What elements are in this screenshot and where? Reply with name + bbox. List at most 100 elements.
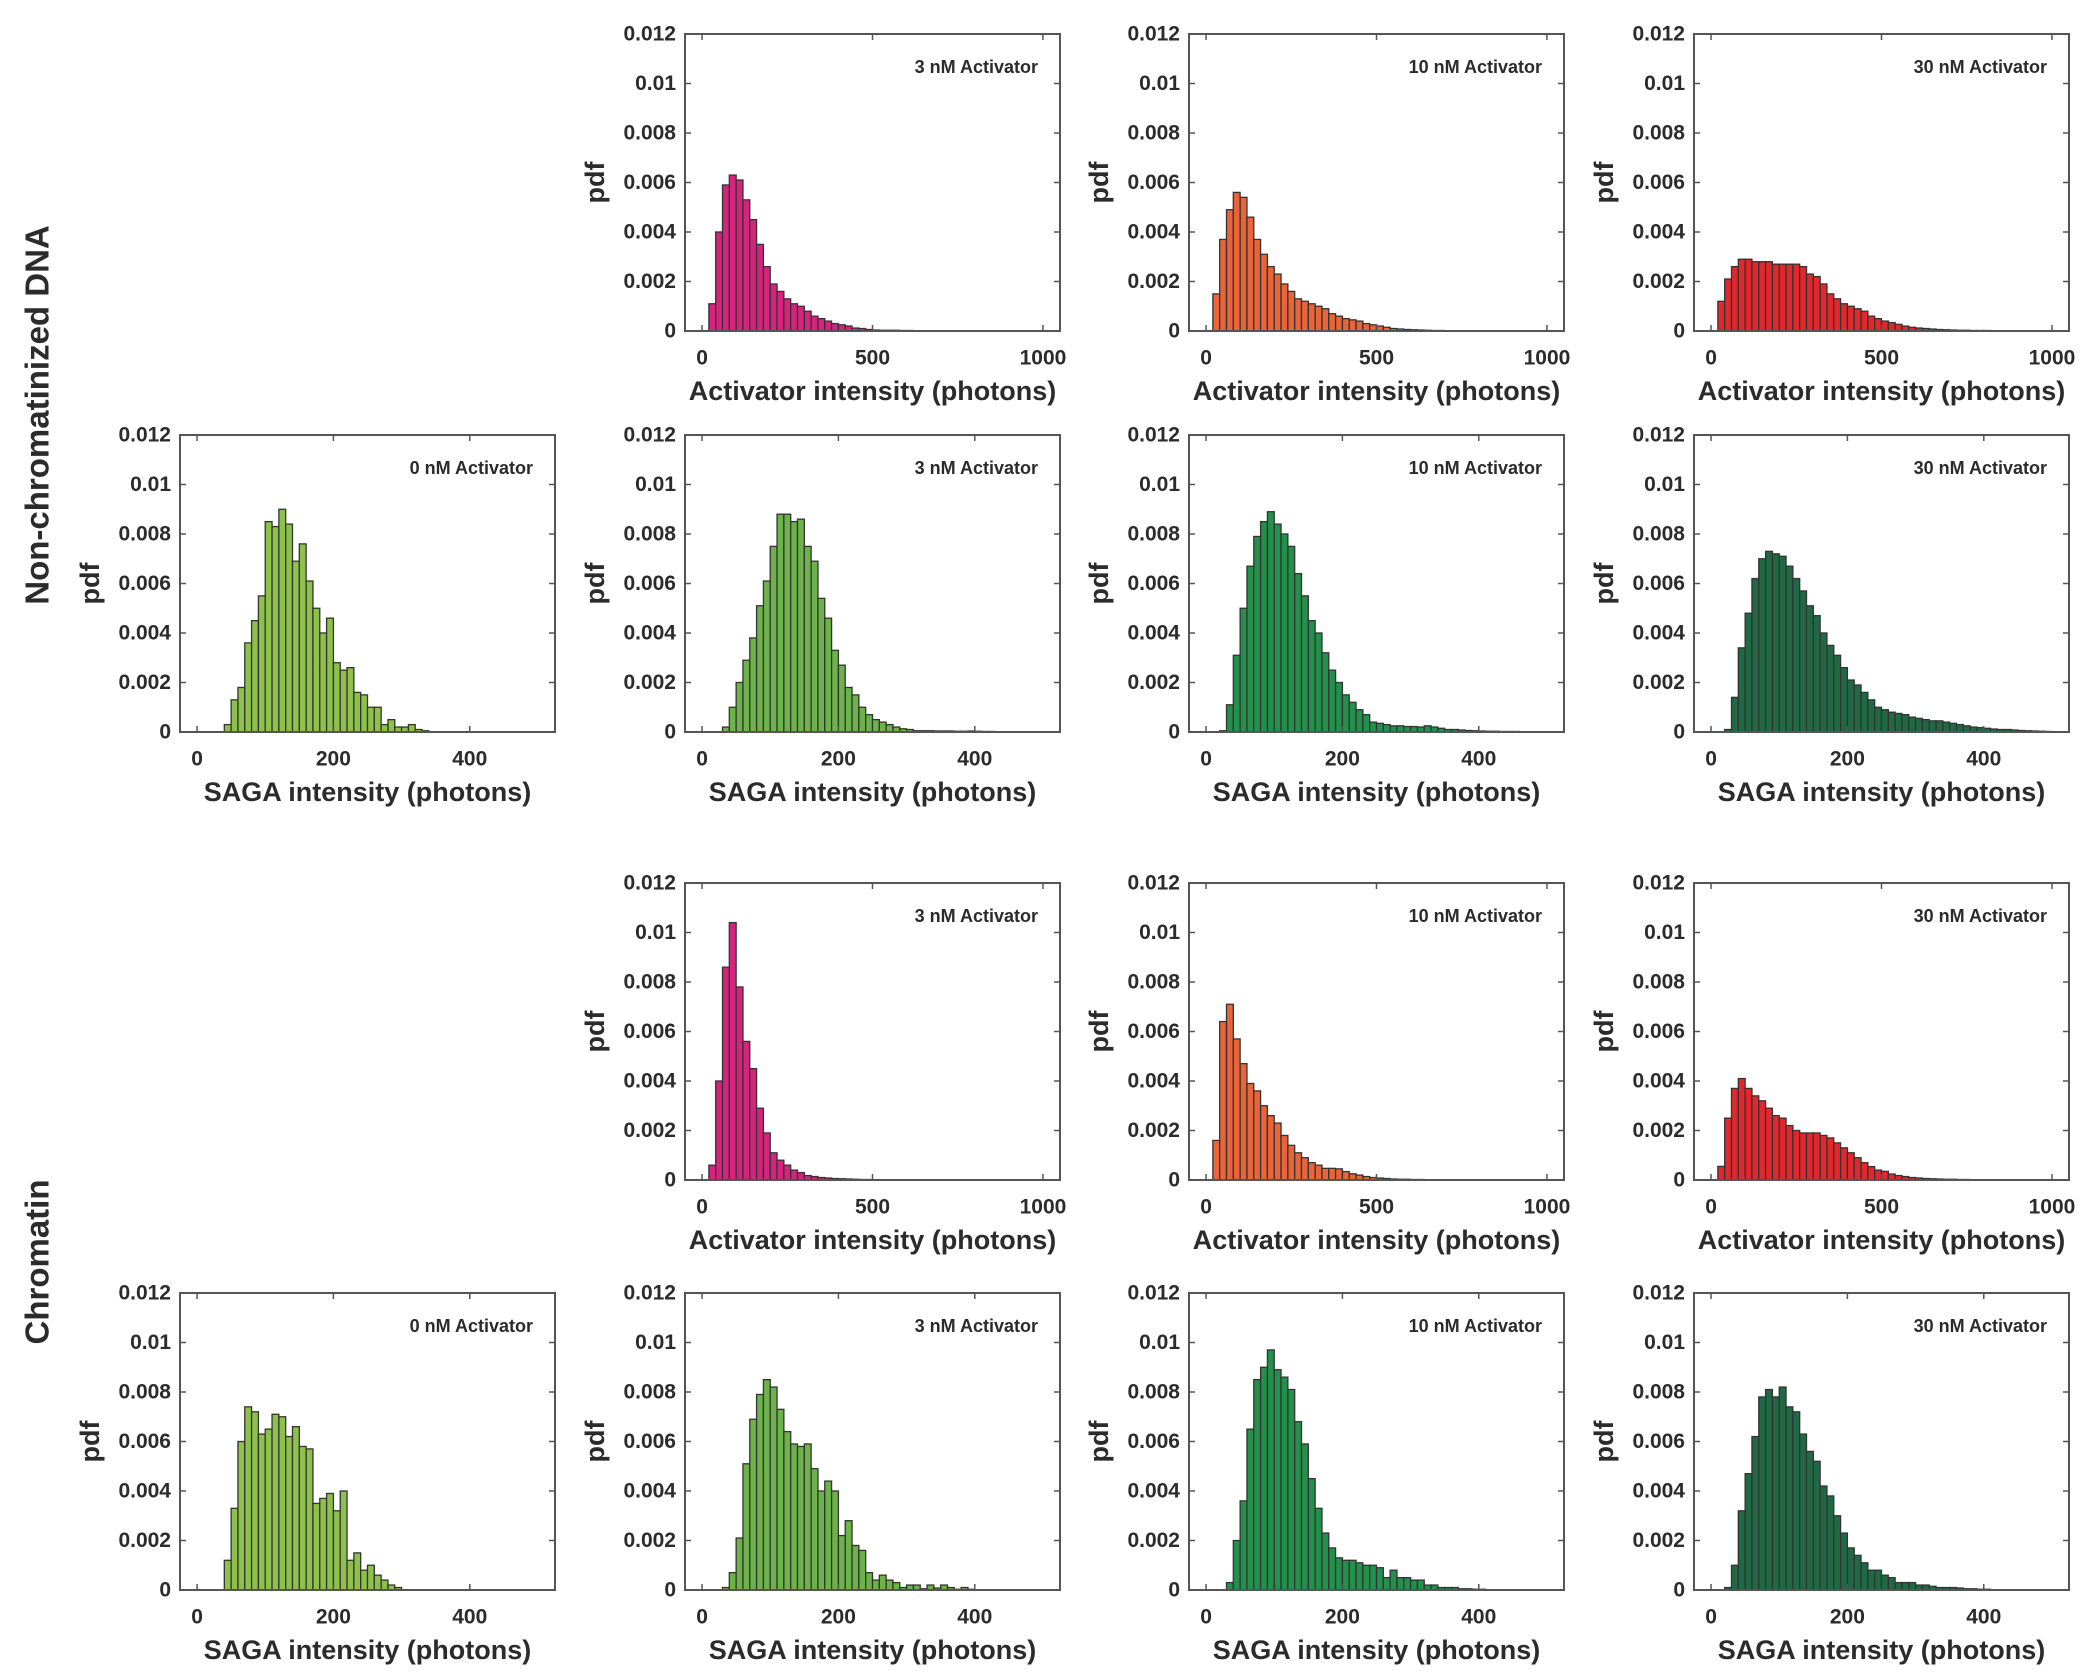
histogram-bar — [728, 174, 737, 332]
y-tick-label: 0.002 — [118, 671, 171, 694]
histogram-bar — [1253, 1378, 1262, 1591]
histogram-bar — [373, 706, 382, 733]
histogram-bar — [1758, 1100, 1767, 1181]
panel-annotation: 3 nM Activator — [915, 1316, 1038, 1336]
y-tick-label: 0.01 — [1644, 72, 1685, 95]
x-tick-label: 1000 — [1524, 347, 1571, 370]
histogram-bar — [844, 1520, 853, 1591]
y-tick-label: 0.008 — [1127, 523, 1180, 546]
histogram-bar — [1334, 1168, 1344, 1181]
x-axis-label: Activator intensity (photons) — [689, 376, 1057, 406]
y-tick-label: 0.01 — [130, 473, 171, 496]
histogram-bar — [776, 513, 785, 733]
y-tick-label: 0.008 — [118, 523, 171, 546]
histogram-bar — [380, 1579, 389, 1591]
x-axis-label: Activator intensity (photons) — [1193, 376, 1561, 406]
y-tick-label: 0.002 — [1127, 1119, 1180, 1142]
histogram-bar — [1225, 1003, 1234, 1181]
y-tick-label: 0.01 — [1644, 921, 1685, 944]
histogram-bar — [1334, 681, 1344, 733]
histogram-bar — [1771, 1115, 1780, 1181]
y-axis-label: pdf — [1589, 1420, 1619, 1463]
x-axis-label: SAGA intensity (photons) — [204, 1635, 531, 1665]
histogram-bar — [1846, 1547, 1855, 1591]
histogram-bar — [830, 322, 840, 332]
histogram-bar — [1246, 565, 1255, 733]
histogram-bar — [1369, 721, 1378, 733]
histogram-bar — [742, 659, 751, 733]
y-tick-label: 0.012 — [1632, 424, 1685, 447]
histogram-bar — [1300, 1443, 1309, 1591]
x-tick-label: 400 — [452, 1606, 487, 1629]
y-tick-label: 0.008 — [1632, 1381, 1685, 1404]
histogram-bar — [1860, 1162, 1869, 1181]
histogram-bar — [1266, 1115, 1275, 1181]
histogram-bar — [1880, 709, 1889, 733]
x-tick-label: 1000 — [2029, 1196, 2076, 1219]
x-axis-label: SAGA intensity (photons) — [1213, 1635, 1540, 1665]
histogram-bar — [230, 699, 239, 733]
x-tick-label: 400 — [1966, 748, 2001, 771]
y-axis-label: pdf — [1084, 562, 1114, 605]
x-axis-label: SAGA intensity (photons) — [1718, 1635, 2045, 1665]
x-tick-label: 400 — [452, 748, 487, 771]
histogram-bar — [1280, 533, 1289, 733]
histogram-bar — [1246, 1428, 1255, 1591]
histogram-bar — [1833, 654, 1842, 733]
panel-annotation: 30 nM Activator — [1914, 458, 2047, 478]
y-tick-label: 0.008 — [623, 1381, 676, 1404]
y-tick-label: 0.01 — [1139, 72, 1180, 95]
histogram-bar — [1246, 1082, 1255, 1181]
histogram-bar — [1225, 1581, 1234, 1591]
x-tick-label: 0 — [1705, 1606, 1717, 1629]
histogram-bar — [1273, 1122, 1282, 1181]
histogram-panel: 0 0.002 0.004 0.006 0.008 0.01 0.012 0 200 400 SAG… — [580, 424, 1061, 807]
histogram-bar — [1321, 308, 1330, 332]
histogram-bar — [1348, 1559, 1357, 1591]
histogram-bar — [1355, 709, 1364, 733]
histogram-bar — [1792, 1411, 1801, 1591]
histogram-bar — [721, 966, 730, 1181]
histogram-bar — [1874, 1169, 1883, 1181]
x-tick-label: 0 — [1200, 347, 1212, 370]
histogram-bar — [755, 1393, 765, 1591]
histogram-bar — [244, 1406, 253, 1591]
histogram-bar — [1730, 265, 1739, 332]
histogram-bar — [250, 619, 260, 733]
histogram-panel: 0 0.002 0.004 0.006 0.008 0.01 0.012 0 500 1000 Ac… — [1589, 872, 2075, 1256]
histogram-bar — [1839, 1147, 1849, 1181]
histogram-bar — [1348, 319, 1357, 332]
histogram-bar — [762, 580, 771, 733]
histogram-panel: 0 0.002 0.004 0.006 0.008 0.01 0.012 0 200 400 SAG… — [75, 424, 556, 807]
histogram-bar — [755, 605, 765, 733]
histogram-bar — [1737, 1510, 1746, 1591]
y-tick-label: 0 — [1168, 1579, 1180, 1602]
x-tick-label: 1000 — [1524, 1196, 1571, 1219]
y-axis-label: pdf — [1084, 1010, 1114, 1053]
histogram-bar — [790, 520, 799, 733]
histogram-bar — [339, 1490, 348, 1591]
x-axis-label: SAGA intensity (photons) — [709, 1635, 1036, 1665]
histogram-bar — [1812, 1132, 1821, 1181]
histogram-bar — [1375, 722, 1384, 733]
histogram-bar — [1764, 550, 1774, 733]
histogram-bar — [1785, 1406, 1794, 1591]
histogram-bar — [1280, 1376, 1289, 1591]
histogram-bar — [742, 1040, 751, 1181]
histogram-bar — [1826, 1495, 1835, 1591]
histogram-bar — [1764, 261, 1774, 332]
histogram-bar — [1355, 1562, 1364, 1591]
histogram-bar — [810, 315, 819, 332]
x-tick-label: 1000 — [1020, 1196, 1067, 1219]
y-tick-label: 0.008 — [1632, 523, 1685, 546]
panel-annotation: 3 nM Activator — [915, 57, 1038, 77]
histogram-bar — [1880, 1170, 1889, 1181]
panel-annotation: 0 nM Activator — [410, 1316, 533, 1336]
histogram-bar — [1751, 1435, 1760, 1591]
histogram-bar — [1287, 1144, 1296, 1181]
histogram-bar — [1812, 275, 1821, 332]
histogram-bar — [749, 218, 758, 332]
histogram-bar — [360, 1569, 369, 1591]
histogram-bar — [851, 1544, 860, 1591]
x-tick-label: 200 — [316, 1606, 351, 1629]
